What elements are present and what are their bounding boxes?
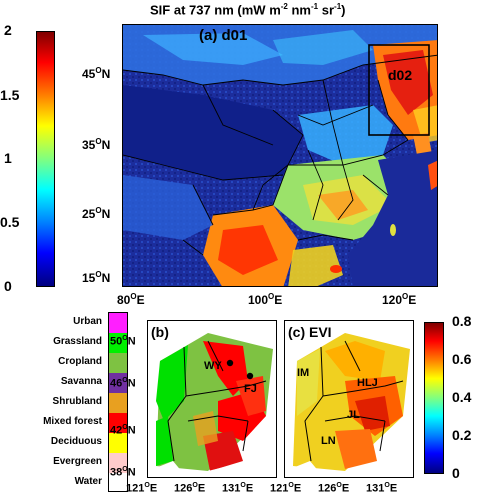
site-label-wy: WY: [204, 360, 222, 372]
legend-label-shrubland: Shrubland: [52, 396, 102, 407]
main-lat-tick-45: 45ON: [82, 66, 111, 81]
main-lon-tick-80: 80OE: [117, 292, 145, 307]
figure-title: SIF at 737 nm (mW m-2 nm-1 sr-1): [150, 2, 346, 18]
b-lon-tick-131: 131OE: [222, 482, 254, 495]
legend-swatch-deciduous: [109, 433, 127, 453]
evi-colorbar: [424, 322, 444, 474]
evi-colorbar-tick-0.4: 0.4: [452, 389, 472, 405]
main-lat-tick-35: 35ON: [82, 137, 111, 152]
main-lon-tick-100: 100OE: [248, 292, 283, 307]
legend-swatch-shrubland: [109, 393, 127, 413]
legend-label-water: Water: [74, 476, 102, 487]
legend-label-cropland: Cropland: [58, 356, 102, 367]
site-label-fj: FJ: [244, 383, 257, 395]
legend-label-evergreen: Evergreen: [53, 456, 102, 467]
c-lon-tick-126: 126OE: [318, 482, 350, 495]
c-lon-tick-131: 131OE: [366, 482, 398, 495]
main-lat-tick-15: 15ON: [82, 270, 111, 285]
main-map-panel-label: (a) d01: [199, 27, 248, 44]
sif-colorbar-tick-0.5: 0.5: [0, 214, 20, 230]
d02-label: d02: [388, 67, 413, 83]
main-sif-map: (a) d01 d02: [122, 24, 438, 287]
legend-label-grassland: Grassland: [53, 336, 102, 347]
landcover-map-b: (b) WY FJ: [147, 320, 277, 478]
sif-colorbar: [36, 31, 55, 287]
panel-b-label: (b): [151, 324, 169, 340]
region-label-jl: JL: [347, 409, 360, 421]
b-lat-tick-50: 50ON: [110, 335, 136, 348]
legend-swatch-evergreen: [109, 453, 127, 473]
b-lon-tick-126: 126OE: [174, 482, 206, 495]
sif-colorbar-tick-1.5: 1.5: [0, 87, 20, 103]
sif-colorbar-tick-0: 0: [4, 278, 12, 294]
evi-colorbar-tick-0: 0: [452, 465, 460, 481]
evi-colorbar-tick-0.6: 0.6: [452, 351, 472, 367]
legend-label-savanna: Savanna: [60, 376, 102, 387]
site-marker-fj: [246, 372, 254, 380]
legend-swatch-water: [109, 473, 127, 491]
legend-swatch-urban: [109, 313, 127, 333]
evi-map-c-canvas: [285, 333, 410, 477]
b-lat-tick-42: 42ON: [110, 424, 136, 437]
legend-label-mixed-forest: Mixed forest: [43, 416, 102, 427]
c-lon-tick-121: 121OE: [270, 482, 302, 495]
landcover-colorbar: [108, 312, 128, 492]
panel-c-label: (c) EVI: [288, 324, 332, 340]
region-label-hlj: HLJ: [357, 377, 378, 389]
main-lat-tick-25: 25ON: [82, 206, 111, 221]
region-label-im: IM: [297, 367, 310, 379]
d02-domain-box: [368, 44, 430, 136]
evi-map-c: (c) EVI IM HLJ JL LN: [284, 320, 414, 478]
main-lon-tick-120: 120OE: [382, 292, 417, 307]
legend-label-deciduous: Deciduous: [50, 436, 102, 447]
legend-label-urban: Urban: [73, 316, 102, 327]
evi-colorbar-tick-0.8: 0.8: [452, 313, 472, 329]
b-lat-tick-46: 46ON: [110, 377, 136, 390]
evi-colorbar-tick-0.2: 0.2: [452, 427, 472, 443]
legend-swatch-cropland: [109, 353, 127, 373]
landcover-legend: Urban Grassland Cropland Savanna Shrubla…: [0, 312, 140, 492]
legend-swatch-grassland: [109, 333, 127, 353]
region-label-ln: LN: [321, 435, 336, 447]
landcover-map-b-canvas: [148, 333, 273, 477]
site-marker-wy: [226, 359, 234, 367]
sif-colorbar-tick-2: 2: [4, 22, 12, 38]
b-lon-tick-121: 121OE: [126, 482, 158, 495]
legend-swatch-savanna: [109, 373, 127, 393]
b-lat-tick-38: 38ON: [110, 466, 136, 479]
main-sif-map-canvas: [123, 25, 437, 286]
legend-swatch-mixed-forest: [109, 413, 127, 433]
sif-colorbar-tick-1: 1: [4, 150, 12, 166]
